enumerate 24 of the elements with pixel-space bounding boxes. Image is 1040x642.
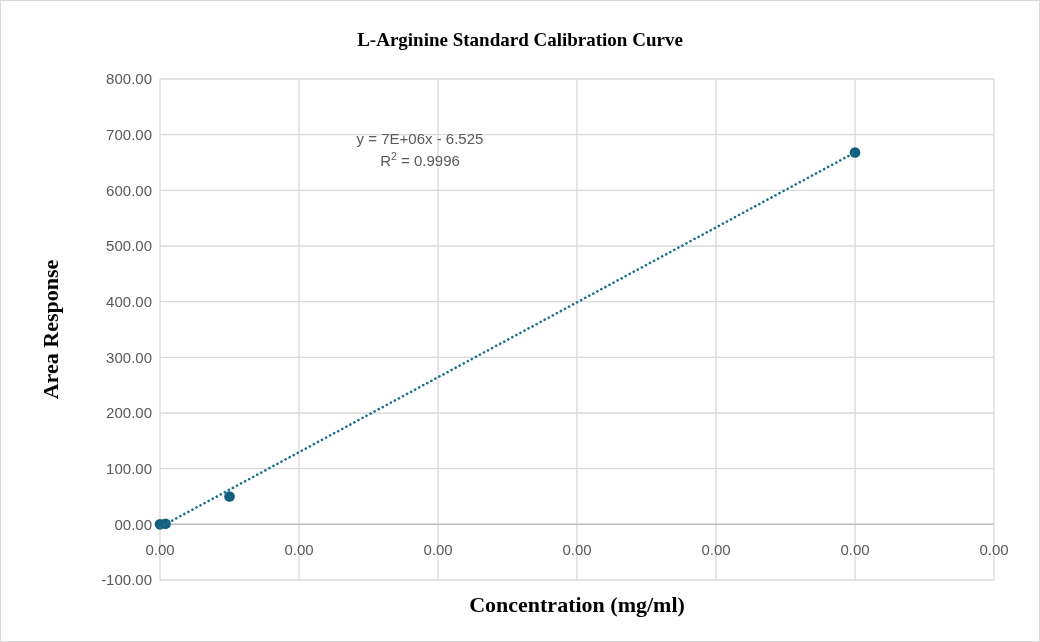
x-tick-label: 0.00 bbox=[145, 541, 175, 559]
x-axis-title: Concentration (mg/ml) bbox=[469, 592, 685, 617]
y-tick-label: 100.00 bbox=[106, 459, 152, 477]
y-tick-label: 600.00 bbox=[106, 181, 152, 199]
x-tick-label: 0.00 bbox=[979, 541, 1009, 559]
y-tick-label: 500.00 bbox=[106, 237, 152, 255]
annotation: y = 7E+06x - 6.525 bbox=[356, 130, 484, 147]
point bbox=[849, 147, 861, 158]
y-axis-title: Area Response bbox=[38, 259, 63, 400]
y-tick-label: 00.00 bbox=[114, 515, 152, 533]
x-tick-label: 0.00 bbox=[284, 541, 314, 559]
y-tick-label: 400.00 bbox=[106, 292, 152, 310]
x-tick-label: 0.00 bbox=[562, 541, 592, 559]
x-tick-label: 0.00 bbox=[701, 541, 731, 559]
y-tick-label: 800.00 bbox=[106, 70, 152, 88]
point bbox=[224, 491, 235, 502]
y-tick-label: -100.00 bbox=[101, 571, 152, 589]
x-tick-label: 0.00 bbox=[423, 541, 453, 559]
y-tick-label: 700.00 bbox=[106, 125, 152, 143]
x-tick-label: 0.00 bbox=[840, 541, 870, 559]
chart-title: L-Arginine Standard Calibration Curve bbox=[357, 29, 683, 50]
y-tick-label: 300.00 bbox=[106, 348, 152, 366]
annotation: R$^{2}$ = 0.9996 bbox=[380, 150, 460, 169]
y-tick-label: 200.00 bbox=[106, 404, 152, 422]
